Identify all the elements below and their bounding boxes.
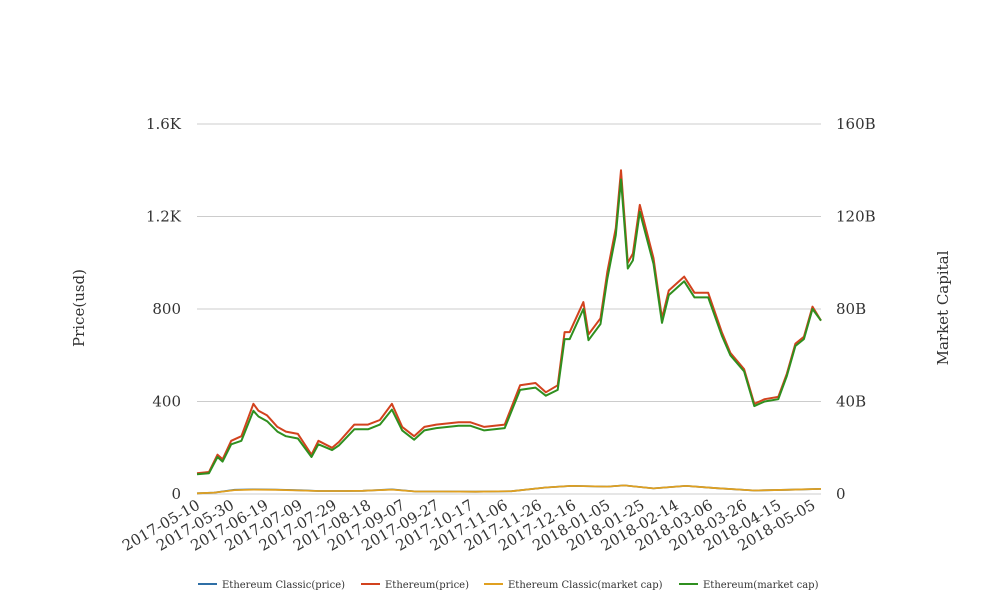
left-tick-label: 1.6K	[146, 115, 182, 133]
left-y-axis: 0 400 800 1.2K 1.6K	[146, 115, 182, 503]
right-tick-label: 120B	[836, 208, 876, 226]
left-tick-label: 1.2K	[146, 208, 182, 226]
right-tick-label: 0	[836, 485, 846, 503]
left-axis-title: Price(usd)	[70, 269, 88, 347]
legend-label: Ethereum Classic(market cap)	[508, 580, 663, 591]
series-line-ethereum-price	[196, 169, 822, 475]
series-lines	[196, 169, 822, 495]
right-axis-title: Market Capital	[934, 250, 952, 365]
left-tick-label: 400	[152, 393, 181, 411]
right-y-axis: 0 40B 80B 120B 160B	[836, 115, 876, 503]
legend[interactable]: Ethereum Classic(price) Ethereum(price) Et…	[198, 580, 819, 591]
right-tick-label: 40B	[836, 393, 866, 411]
series-line-ethereum-market-cap	[196, 178, 822, 476]
legend-label: Ethereum Classic(price)	[222, 580, 345, 591]
gridlines	[197, 123, 821, 495]
legend-item[interactable]: Ethereum Classic(market cap)	[484, 580, 663, 591]
x-axis: 2017-05-102017-05-302017-06-192017-07-09…	[119, 496, 818, 555]
left-tick-label: 800	[152, 300, 181, 318]
right-tick-label: 80B	[836, 300, 866, 318]
right-tick-label: 160B	[836, 115, 876, 133]
series-line-ethereum-classic-market-cap	[196, 484, 822, 495]
legend-label: Ethereum(price)	[385, 580, 469, 591]
legend-item[interactable]: Ethereum(price)	[361, 580, 469, 591]
legend-item[interactable]: Ethereum Classic(price)	[198, 580, 345, 591]
legend-item[interactable]: Ethereum(market cap)	[679, 580, 819, 591]
legend-label: Ethereum(market cap)	[703, 580, 819, 591]
left-tick-label: 0	[171, 485, 181, 503]
